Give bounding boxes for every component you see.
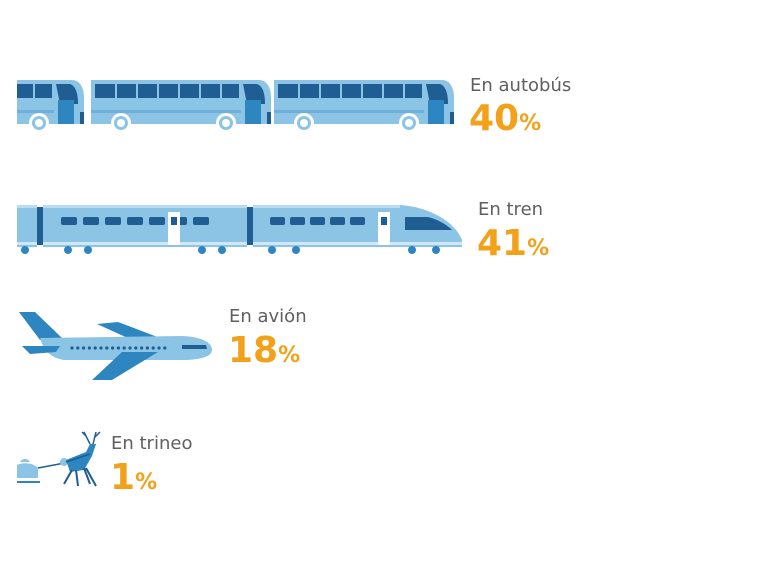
airplane-icon	[19, 312, 212, 380]
train-label: En tren	[478, 199, 543, 220]
train-value-unit: %	[527, 236, 549, 261]
bus-icon	[17, 80, 454, 133]
train-icon	[17, 205, 462, 254]
bus-value-number: 40	[469, 98, 519, 139]
bus-coach-2	[91, 80, 271, 133]
plane-value-unit: %	[278, 343, 300, 368]
train-car-2	[43, 205, 247, 254]
bus-value: 40%	[469, 98, 541, 139]
plane-label: En avión	[229, 306, 307, 327]
plane-value-number: 18	[228, 330, 278, 371]
bus-coach-3	[274, 80, 454, 133]
bus-value-unit: %	[519, 111, 541, 136]
train-row	[17, 205, 462, 254]
sleigh-value-unit: %	[135, 470, 157, 495]
train-car-1	[17, 205, 37, 254]
sleigh-value-number: 1	[110, 457, 135, 498]
train-value: 41%	[477, 223, 549, 264]
plane-value: 18%	[228, 330, 300, 371]
train-value-number: 41	[477, 223, 527, 264]
bus-label: En autobús	[470, 75, 571, 96]
reindeer-sleigh-icon	[17, 431, 101, 487]
bus-row	[17, 80, 454, 133]
sleigh-label: En trineo	[111, 433, 192, 454]
sleigh-value: 1%	[110, 457, 157, 498]
bus-coach-1	[17, 80, 84, 133]
train-locomotive	[253, 205, 462, 254]
